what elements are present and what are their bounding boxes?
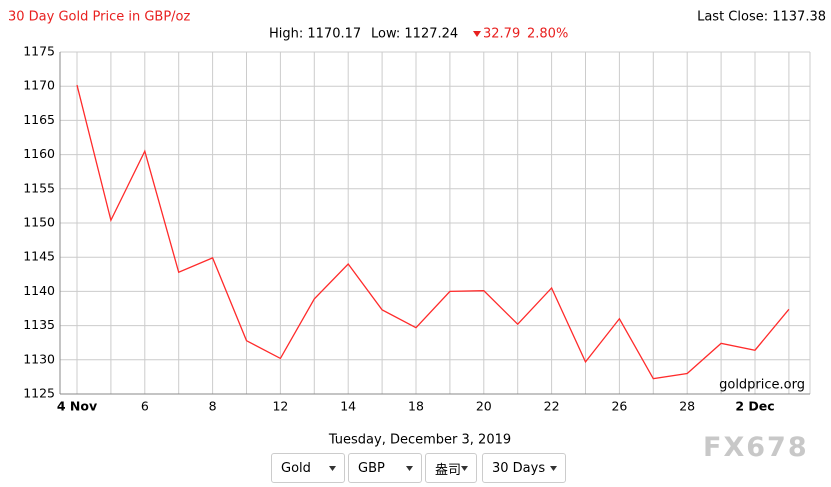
price-line (76, 84, 790, 380)
y-tick-label: 1130 (23, 351, 55, 366)
dropdown[interactable]: 盎司 (425, 453, 477, 483)
y-tick-label: 1145 (23, 249, 55, 264)
last-close: Last Close: 1137.38 (697, 10, 826, 25)
down-arrow-icon (473, 31, 481, 37)
x-tick-label: 8 (209, 399, 217, 414)
dropdown[interactable]: 30 Days (482, 453, 566, 483)
y-tick-label: 1165 (23, 112, 55, 127)
dropdown[interactable]: GBP (348, 453, 422, 483)
y-tick-label: 1155 (23, 180, 55, 195)
y-tick-label: 1135 (23, 317, 55, 332)
dropdown-label: 30 Days (492, 460, 546, 476)
y-tick-label: 1175 (23, 44, 55, 59)
x-tick-label: 12 (272, 399, 288, 414)
change-pct: 2.80% (527, 27, 568, 42)
y-tick-label: 1150 (23, 215, 55, 230)
x-tick-label: 22 (544, 399, 560, 414)
dropdown-arrow (461, 466, 468, 471)
dropdown-label: 盎司 (435, 462, 462, 478)
y-tick-label: 1170 (23, 78, 55, 93)
x-tick-label: 18 (408, 399, 424, 414)
chart: 30 Day Gold Price in GBP/oz Last Close: … (8, 10, 826, 448)
x-tick-label: 6 (141, 399, 149, 414)
dropdown-arrow (329, 466, 336, 471)
change: 32.79 (483, 27, 520, 42)
y-tick-label: 1140 (23, 283, 55, 298)
x-tick-label: 20 (476, 399, 492, 414)
chart-title: 30 Day Gold Price in GBP/oz (8, 10, 190, 25)
y-tick-label: 1160 (23, 146, 55, 161)
x-tick-label: 28 (679, 399, 695, 414)
dropdown[interactable]: Gold (271, 453, 345, 483)
y-tick-label: 1125 (23, 386, 55, 401)
date: Tuesday, December 3, 2019 (328, 433, 511, 448)
credit: goldprice.org (719, 378, 805, 393)
dropdown-label: Gold (281, 460, 311, 476)
x-tick-label: 4 Nov (57, 399, 97, 414)
dropdown-arrow (406, 466, 413, 471)
watermark: FX678 (703, 432, 809, 463)
x-tick-label: 26 (611, 399, 627, 414)
dropdown-label: GBP (358, 460, 385, 476)
low: Low: 1127.24 (371, 27, 458, 42)
dropdown-arrow (550, 466, 557, 471)
high: High: 1170.17 (269, 27, 361, 42)
x-tick-label: 2 Dec (735, 399, 774, 414)
x-tick-label: 14 (340, 399, 356, 414)
